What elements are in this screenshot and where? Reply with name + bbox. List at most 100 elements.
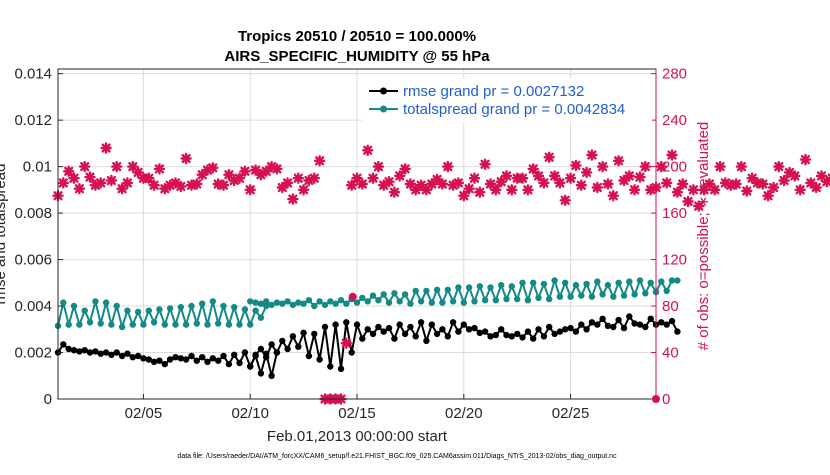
- spread-point: [519, 280, 525, 286]
- spread-point: [146, 308, 152, 314]
- rmse-point: [541, 333, 547, 339]
- x-tick-label: 02/10: [231, 405, 269, 422]
- obs-evaluated-point: [59, 178, 68, 187]
- spread-point: [674, 277, 680, 283]
- spread-point: [98, 320, 104, 326]
- y-right-tick-label: 280: [662, 66, 687, 83]
- spread-point: [546, 296, 552, 302]
- rmse-point: [487, 333, 493, 339]
- rmse-point: [66, 346, 72, 352]
- obs-evaluated-point: [299, 185, 308, 194]
- obs-evaluated-point: [764, 191, 773, 200]
- obs-evaluated-point: [769, 183, 778, 192]
- spread-point: [236, 321, 242, 327]
- obs-evaluated-point: [780, 176, 789, 185]
- rmse-point: [530, 335, 536, 341]
- obs-evaluated-point: [571, 161, 580, 170]
- rmse-point: [439, 326, 445, 332]
- spread-point: [300, 301, 306, 307]
- rmse-point: [562, 326, 568, 332]
- rmse-point: [98, 351, 104, 357]
- rmse-point: [573, 328, 579, 334]
- spread-point: [108, 321, 114, 327]
- x-axis-label: Feb.01,2013 00:00:00 start: [267, 428, 448, 445]
- spread-point: [322, 302, 328, 308]
- rmse-point: [477, 330, 483, 336]
- spread-point: [402, 291, 408, 297]
- spread-point: [493, 297, 499, 303]
- obs-evaluated-point: [465, 184, 474, 193]
- obs-evaluated-point: [315, 156, 324, 165]
- rmse-point: [338, 366, 344, 372]
- rmse-point: [274, 349, 280, 355]
- rmse-point: [391, 335, 397, 341]
- rmse-point: [188, 353, 194, 359]
- rmse-point: [434, 331, 440, 337]
- spread-point: [637, 277, 643, 283]
- y-left-tick-label: 0: [44, 391, 52, 408]
- spread-point: [162, 321, 168, 327]
- rmse-point: [642, 324, 648, 330]
- rmse-point: [407, 324, 413, 330]
- rmse-point: [413, 333, 419, 339]
- obs-evaluated-point: [443, 162, 452, 171]
- obs-evaluated-point: [155, 164, 164, 173]
- legend-rmse-label: rmse grand pr = 0.0027132: [403, 83, 584, 100]
- rmse-point: [204, 359, 210, 365]
- obs-evaluated-point: [742, 187, 751, 196]
- spread-point: [514, 296, 520, 302]
- y-right-tick-label: 80: [662, 298, 679, 315]
- spread-point: [71, 303, 77, 309]
- rmse-point: [327, 363, 333, 369]
- legend-rmse-marker: [380, 88, 387, 95]
- rmse-point: [258, 346, 264, 352]
- spread-point: [178, 304, 184, 310]
- spread-point: [247, 321, 253, 327]
- rmse-point: [263, 354, 269, 360]
- spread-point: [252, 308, 258, 314]
- spread-point: [354, 299, 360, 305]
- spread-point: [199, 301, 205, 307]
- spread-point: [215, 320, 221, 326]
- obs-evaluated-point: [80, 162, 89, 171]
- spread-point: [455, 284, 461, 290]
- obs-evaluated-point: [385, 177, 394, 186]
- obs-evaluated-point: [598, 162, 607, 171]
- rmse-point: [76, 348, 82, 354]
- spread-point: [509, 283, 515, 289]
- obs-evaluated-point: [796, 185, 805, 194]
- rmse-point: [466, 326, 472, 332]
- spread-point: [332, 301, 338, 307]
- spread-point: [343, 301, 349, 307]
- obs-evaluated-point: [603, 180, 612, 189]
- y-left-tick-label: 0.004: [14, 298, 52, 315]
- y-right-tick-label: 240: [662, 112, 687, 129]
- obs-evaluated-point: [182, 154, 191, 163]
- rmse-point: [461, 321, 467, 327]
- rmse-point: [567, 325, 573, 331]
- spread-point: [466, 284, 472, 290]
- spread-point: [594, 278, 600, 284]
- footer-data-file: data file: /Users/raeder/DAI/ATM_forcXX/…: [177, 453, 617, 460]
- rmse-point: [231, 352, 237, 358]
- obs-evaluated-point: [507, 185, 516, 194]
- spread-point: [487, 284, 493, 290]
- spread-point: [557, 294, 563, 300]
- obs-evaluated-point: [561, 196, 570, 205]
- rmse-point: [359, 335, 365, 341]
- spread-point: [263, 298, 269, 304]
- rmse-point: [610, 324, 616, 330]
- rmse-point: [236, 360, 242, 366]
- spread-point: [605, 282, 611, 288]
- rmse-point: [429, 321, 435, 327]
- rmse-point: [172, 354, 178, 360]
- chart-title-line2: AIRS_SPECIFIC_HUMIDITY @ 55 hPa: [224, 48, 490, 65]
- spread-point: [359, 295, 365, 301]
- spread-point: [124, 308, 130, 314]
- rmse-point: [349, 349, 355, 355]
- obs-evaluated-point: [577, 181, 586, 190]
- obs-evaluated-point: [342, 339, 351, 348]
- rmse-point: [226, 361, 232, 367]
- rmse-point: [279, 338, 285, 344]
- rmse-point: [423, 338, 429, 344]
